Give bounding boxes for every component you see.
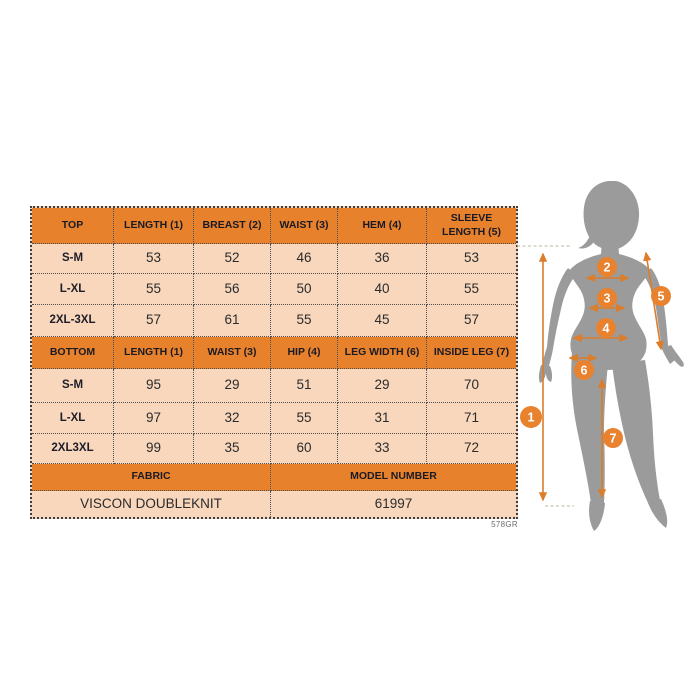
value-cell: 29 — [338, 369, 427, 403]
size-label: L-XL — [32, 274, 114, 305]
value-cell: 71 — [427, 403, 516, 434]
value-cell: 32 — [194, 403, 271, 434]
col-header-waist-3: WAIST (3) — [271, 208, 338, 244]
value-cell: 46 — [271, 244, 338, 274]
col-header-inside-leg-7: INSIDE LEG (7) — [427, 337, 516, 369]
marker-number-4: 4 — [603, 322, 610, 336]
marker-circle-6 — [574, 360, 594, 380]
value-cell: 29 — [194, 369, 271, 403]
col-header-length-1: LENGTH (1) — [114, 337, 194, 369]
value-cell: 55 — [271, 403, 338, 434]
col-header-waist-3: WAIST (3) — [194, 337, 271, 369]
value-cell: 72 — [427, 434, 516, 464]
value-cell: 33 — [338, 434, 427, 464]
value-cell: 31 — [338, 403, 427, 434]
col-header-breast-2: BREAST (2) — [194, 208, 271, 244]
value-cell: 60 — [271, 434, 338, 464]
marker-number-6: 6 — [581, 364, 588, 378]
fabric-header: FABRIC — [32, 464, 271, 491]
marker-circle-2 — [597, 257, 617, 277]
value-cell: 57 — [114, 305, 194, 337]
silhouette-right-hand — [666, 345, 684, 367]
value-cell: 53 — [427, 244, 516, 274]
marker-circle-5 — [651, 286, 671, 306]
woman-silhouette — [538, 181, 684, 531]
marker-circle-4 — [596, 318, 616, 338]
value-cell: 97 — [114, 403, 194, 434]
size-label: 2XL3XL — [32, 434, 114, 464]
marker-number-5: 5 — [658, 290, 665, 304]
silhouette-right-leg — [612, 360, 660, 505]
value-cell: 45 — [338, 305, 427, 337]
size-chart-table: TOP LENGTH (1) BREAST (2) WAIST (3) HEM … — [30, 206, 518, 519]
style-code-watermark: 578GR — [491, 520, 518, 529]
col-header-hip-4: HIP (4) — [271, 337, 338, 369]
value-cell: 52 — [194, 244, 271, 274]
silhouette-hair-flick — [578, 233, 595, 249]
value-cell: 50 — [271, 274, 338, 305]
value-cell: 70 — [427, 369, 516, 403]
col-header-sleeve-length-5: SLEEVE LENGTH (5) — [427, 208, 516, 244]
marker-circle-3 — [597, 288, 617, 308]
size-label: L-XL — [32, 403, 114, 434]
value-cell: 35 — [194, 434, 271, 464]
measurement-markers: 1 2 3 4 5 6 7 — [520, 257, 671, 448]
fabric-value: VISCON DOUBLEKNIT — [32, 491, 271, 517]
value-cell: 36 — [338, 244, 427, 274]
value-cell: 55 — [427, 274, 516, 305]
value-cell: 56 — [194, 274, 271, 305]
value-cell: 55 — [114, 274, 194, 305]
value-cell: 51 — [271, 369, 338, 403]
top-section-header: TOP — [32, 208, 114, 244]
value-cell: 40 — [338, 274, 427, 305]
size-label: S-M — [32, 244, 114, 274]
model-number-value: 61997 — [271, 491, 516, 517]
marker-number-2: 2 — [604, 261, 611, 275]
marker-number-1: 1 — [528, 411, 535, 425]
col-header-leg-width-6: LEG WIDTH (6) — [338, 337, 427, 369]
value-cell: 53 — [114, 244, 194, 274]
silhouette-left-hand — [538, 365, 553, 383]
value-cell: 95 — [114, 369, 194, 403]
value-cell: 57 — [427, 305, 516, 337]
marker-number-7: 7 — [610, 432, 617, 446]
size-label: 2XL-3XL — [32, 305, 114, 337]
silhouette-right-foot — [648, 499, 668, 528]
size-label: S-M — [32, 369, 114, 403]
value-cell: 61 — [194, 305, 271, 337]
measurement-diagram: 1 2 3 4 5 6 7 — [517, 181, 684, 531]
marker-circle-7 — [603, 428, 623, 448]
marker-number-3: 3 — [604, 292, 611, 306]
marker-circle-1 — [520, 406, 542, 428]
silhouette-left-arm — [542, 268, 576, 369]
value-cell: 55 — [271, 305, 338, 337]
col-header-hem-4: HEM (4) — [338, 208, 427, 244]
bottom-section-header: BOTTOM — [32, 337, 114, 369]
silhouette-left-foot — [589, 501, 605, 531]
col-header-length-1: LENGTH (1) — [114, 208, 194, 244]
model-number-header: MODEL NUMBER — [271, 464, 516, 491]
silhouette-head — [583, 181, 640, 250]
value-cell: 99 — [114, 434, 194, 464]
